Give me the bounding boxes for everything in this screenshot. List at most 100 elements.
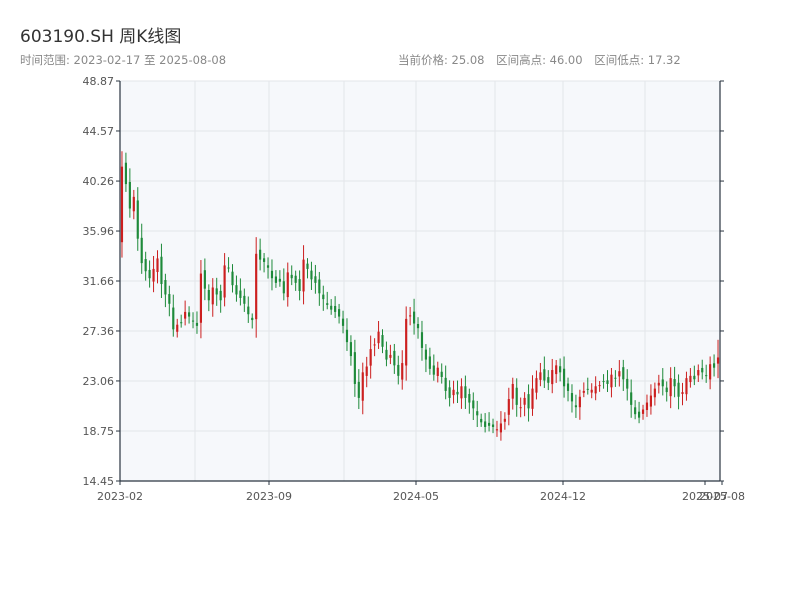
candle-body (602, 381, 605, 383)
candle (665, 381, 668, 402)
candle (685, 371, 688, 401)
candle-body (630, 392, 633, 405)
candle-body (511, 383, 514, 399)
candle-body (187, 312, 191, 317)
x-tick-label: 2023-02 (97, 490, 143, 503)
candle-body (199, 273, 203, 323)
candle-body (389, 354, 392, 358)
candle-body (330, 305, 333, 310)
candle-body (657, 382, 660, 386)
candle (653, 382, 656, 406)
candle-body (401, 363, 404, 380)
candle (476, 400, 479, 428)
candle (484, 413, 487, 433)
candle (215, 277, 218, 306)
candle-body (416, 323, 420, 329)
candle (618, 360, 621, 387)
candle (219, 284, 222, 313)
candle (152, 255, 155, 293)
candle (539, 362, 542, 387)
candle-body (361, 372, 364, 401)
range-high-text: 区间高点: 46.00 (496, 53, 583, 67)
candle (160, 243, 163, 298)
candle (448, 380, 451, 407)
candle (480, 413, 483, 427)
candle (416, 317, 420, 339)
candle (444, 365, 447, 400)
candle (626, 369, 629, 401)
candle (641, 404, 645, 420)
candle-body (255, 253, 258, 320)
candle (191, 312, 195, 329)
candle-body (637, 411, 641, 418)
candle (562, 356, 566, 398)
candle (286, 262, 289, 307)
candle-body (685, 378, 688, 395)
candle-body (495, 429, 499, 431)
candle-body (184, 311, 187, 319)
candle (610, 368, 613, 398)
candle (251, 313, 254, 329)
candle (645, 394, 649, 417)
candle (594, 376, 597, 401)
candle (385, 341, 388, 367)
candle-body (349, 342, 353, 357)
candle (353, 339, 356, 397)
candle-body (610, 374, 613, 388)
candle-body (487, 422, 491, 426)
candle (176, 318, 179, 338)
candle (491, 418, 495, 434)
candle-body (345, 329, 349, 343)
candle (693, 365, 696, 386)
candle-body (574, 405, 578, 408)
candle-body (491, 424, 495, 427)
candle-body (693, 375, 696, 380)
candle (377, 320, 380, 349)
candle (211, 278, 214, 317)
candle-body (515, 387, 518, 405)
candle-body (302, 259, 305, 292)
candle (274, 270, 278, 288)
candle-body (326, 303, 329, 305)
candle-body (428, 356, 431, 369)
candle-body (306, 263, 309, 269)
candle-body (539, 372, 542, 380)
candle-body (270, 270, 274, 279)
candle (203, 258, 206, 301)
candle (590, 383, 593, 399)
candle (128, 168, 131, 218)
candle (148, 260, 151, 288)
candle (574, 394, 578, 418)
candle-body (543, 369, 546, 381)
candle (140, 223, 143, 274)
candle-body (480, 418, 483, 423)
y-tick-label: 14.45 (83, 475, 115, 488)
y-tick-label: 44.57 (83, 125, 115, 138)
candle (709, 356, 712, 390)
candle (543, 356, 546, 388)
x-tick-label: 2025-07 (682, 490, 728, 503)
candle (669, 367, 672, 409)
candle (132, 189, 135, 220)
candle-body (562, 368, 566, 387)
candle-body (709, 364, 712, 380)
candle (519, 397, 522, 418)
candle-body (464, 386, 467, 398)
candle (649, 384, 653, 415)
candle (657, 374, 660, 394)
y-tick-label: 35.96 (83, 225, 115, 238)
y-tick-label: 31.66 (83, 275, 115, 288)
x-tick-label: 2023-09 (246, 490, 292, 503)
candle (345, 318, 349, 351)
candle (535, 370, 538, 400)
candle-body (282, 281, 285, 294)
candle-body (614, 377, 617, 379)
candle (578, 389, 581, 420)
candle (235, 275, 238, 302)
candle (262, 253, 266, 273)
candle-body (191, 320, 195, 322)
candle-body (712, 363, 716, 368)
candle-body (409, 315, 412, 317)
candle-body (357, 381, 360, 398)
candle (361, 362, 364, 415)
